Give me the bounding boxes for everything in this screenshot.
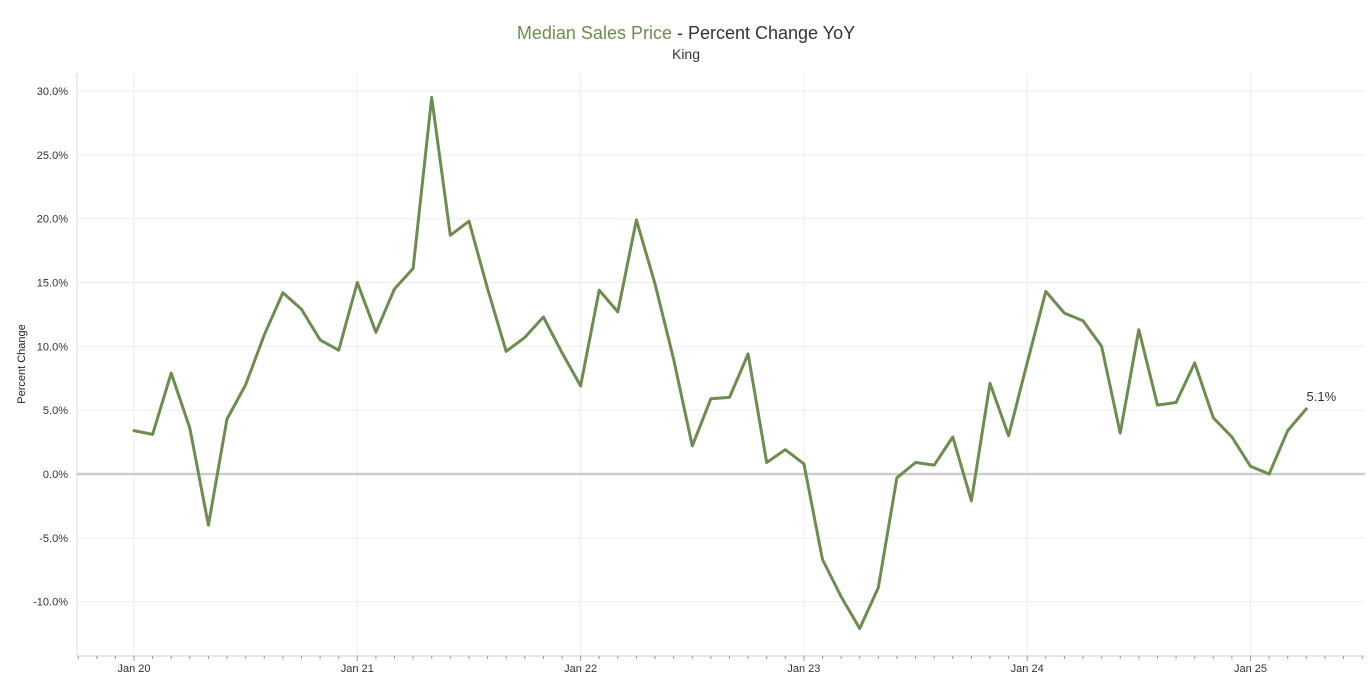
series-line <box>132 95 1308 630</box>
x-tick-label: Jan 22 <box>564 663 597 675</box>
chart-title: Median Sales Price - Percent Change YoY <box>0 23 1372 44</box>
chart-subtitle: King <box>671 46 701 62</box>
y-tick-label: 0.0% <box>43 469 68 481</box>
label-layer: 5.1% <box>1307 389 1337 404</box>
y-tick-label: 5.0% <box>43 405 68 417</box>
axis-layer: 30.0% 25.0% 20.0% 15.0% 10.0% 5.0% 0.0% -5.0% -1… <box>33 73 1365 675</box>
y-tick-label: 10.0% <box>37 341 68 353</box>
series-layer <box>132 95 1308 630</box>
grid-layer <box>77 73 1365 656</box>
y-tick-label: -5.0% <box>39 533 68 545</box>
y-tick-label: 20.0% <box>37 214 68 226</box>
chart-title-main: Median Sales Price <box>516 23 672 43</box>
x-tick-label: Jan 21 <box>341 663 374 675</box>
chart-title-rest: - Percent Change YoY <box>671 23 856 43</box>
x-tick-label: Jan 25 <box>1234 663 1267 675</box>
y-tick-label: 25.0% <box>37 150 68 162</box>
y-tick-label: -10.0% <box>33 597 68 609</box>
y-tick-label: 15.0% <box>37 278 68 290</box>
last-value-label: 5.1% <box>1307 389 1337 404</box>
x-tick-label: Jan 23 <box>787 663 820 675</box>
x-tick-label: Jan 20 <box>117 663 150 675</box>
y-tick-label: 30.0% <box>37 86 68 98</box>
x-tick-label: Jan 24 <box>1011 663 1044 675</box>
